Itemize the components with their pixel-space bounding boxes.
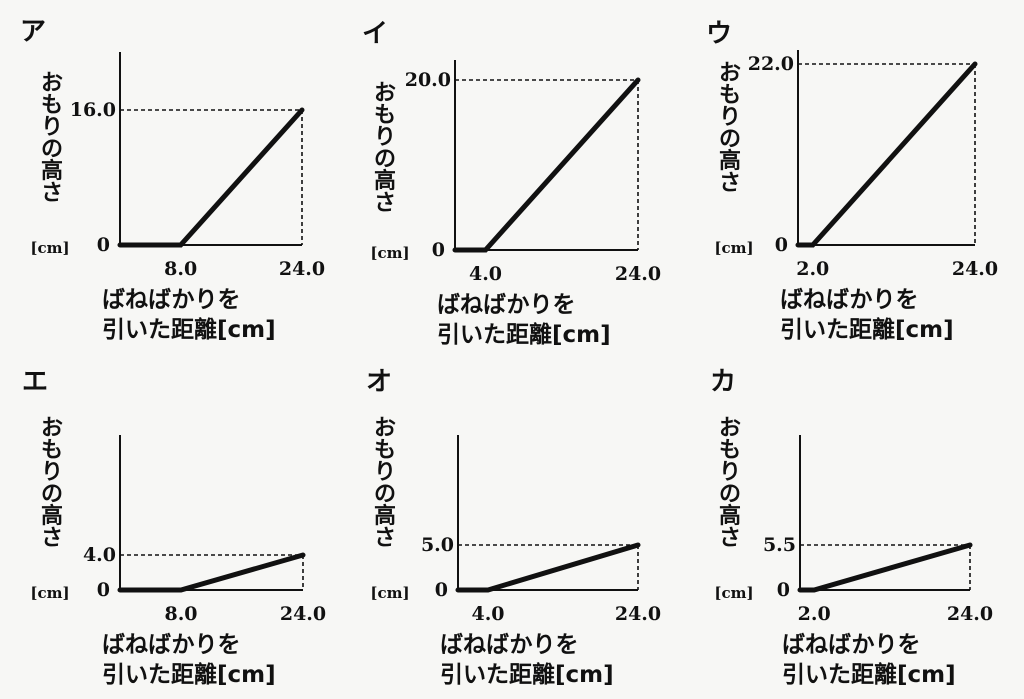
data-series-line <box>117 552 306 593</box>
x-axis-label-line1: ばねばかりを <box>102 287 240 313</box>
y-tick-label: 22.0 <box>748 53 794 75</box>
y-axis-label-char: お <box>41 71 63 96</box>
x-tick-label: 24.0 <box>279 258 325 280</box>
x-axis-label-line1: ばねばかりを <box>102 632 240 658</box>
data-series-line <box>795 61 978 248</box>
y-axis-unit: [cm] <box>714 239 753 257</box>
panel-label: ウ <box>706 19 732 49</box>
x-axis-label-line1: ばねばかりを <box>440 632 578 658</box>
y-axis-label-char: の <box>374 482 396 507</box>
y-tick-label: 5.5 <box>763 534 796 556</box>
x-axis-label-line1: ばねばかりを <box>782 632 920 658</box>
panel-label: カ <box>710 367 736 397</box>
y-axis-label-char: お <box>374 81 396 106</box>
y-axis-label-char: り <box>374 125 396 150</box>
y-axis-label-char: 高 <box>41 503 63 529</box>
origin-label: 0 <box>97 234 110 256</box>
x-tick-label: 8.0 <box>164 258 197 280</box>
y-tick-label: 4.0 <box>83 544 116 566</box>
y-axis-label-char: も <box>41 438 63 463</box>
y-axis-label-char: の <box>719 127 741 152</box>
y-axis-label-char: お <box>374 416 396 441</box>
x-axis-label-line1: ばねばかりを <box>437 292 575 318</box>
x-axis-label-line2: 引いた距離[cm] <box>102 316 276 343</box>
data-series-line <box>452 77 641 253</box>
y-axis-label-char: も <box>374 438 396 463</box>
y-axis-label-char: の <box>41 482 63 507</box>
x-axis-label-line2: 引いた距離[cm] <box>780 316 954 343</box>
x-tick-label: 8.0 <box>164 603 197 625</box>
y-tick-label: 16.0 <box>70 99 116 121</box>
panel-label: エ <box>22 367 48 397</box>
x-axis-label-line2: 引いた距離[cm] <box>437 321 611 348</box>
panel-label: イ <box>362 19 388 49</box>
y-tick-label: 5.0 <box>421 534 454 556</box>
x-axis-label-line2: 引いた距離[cm] <box>102 661 276 688</box>
y-axis-label-char: の <box>719 482 741 507</box>
y-axis-label-char: 高 <box>41 158 63 184</box>
panel-label: ア <box>20 17 46 47</box>
y-axis-label-char: り <box>719 105 741 130</box>
origin-label: 0 <box>775 234 788 256</box>
y-axis-unit: [cm] <box>30 584 69 602</box>
y-axis-label-char: り <box>719 460 741 485</box>
y-axis-unit: [cm] <box>30 239 69 257</box>
y-axis-label-char: さ <box>374 526 396 551</box>
data-series-line <box>117 107 305 248</box>
x-tick-label: 24.0 <box>952 258 998 280</box>
y-axis-label-char: さ <box>374 191 396 216</box>
y-axis-label-char: り <box>41 115 63 140</box>
y-axis-label-char: も <box>719 83 741 108</box>
y-axis-label-char: り <box>41 460 63 485</box>
x-axis-label-line2: 引いた距離[cm] <box>782 661 956 688</box>
y-axis-unit: [cm] <box>370 244 409 262</box>
y-axis-label-char: の <box>41 137 63 162</box>
y-axis-label-char: も <box>719 438 741 463</box>
x-tick-label: 4.0 <box>471 603 504 625</box>
x-tick-label: 2.0 <box>796 258 829 280</box>
y-axis-label-char: 高 <box>719 503 741 529</box>
x-tick-label: 2.0 <box>798 603 831 625</box>
x-tick-label: 24.0 <box>615 263 661 285</box>
y-axis-label-char: り <box>374 460 396 485</box>
y-axis-label-char: お <box>719 61 741 86</box>
y-tick-label: 20.0 <box>405 69 451 91</box>
panel-label: オ <box>366 367 392 397</box>
data-series-line <box>797 542 973 593</box>
y-axis-unit: [cm] <box>370 584 409 602</box>
origin-label: 0 <box>777 579 790 601</box>
origin-label: 0 <box>97 579 110 601</box>
y-axis-label-char: さ <box>41 181 63 206</box>
y-axis-label-char: の <box>374 147 396 172</box>
x-axis-label-line1: ばねばかりを <box>780 287 918 313</box>
y-axis-label-char: さ <box>719 526 741 551</box>
y-axis-label-char: お <box>41 416 63 441</box>
origin-label: 0 <box>432 239 445 261</box>
x-tick-label: 4.0 <box>469 263 502 285</box>
y-axis-label-char: も <box>374 103 396 128</box>
y-axis-label-char: 高 <box>719 148 741 174</box>
data-series-line <box>455 542 641 593</box>
y-axis-label-char: さ <box>41 526 63 551</box>
y-axis-label-char: お <box>719 416 741 441</box>
origin-label: 0 <box>435 579 448 601</box>
y-axis-label-char: も <box>41 93 63 118</box>
x-tick-label: 24.0 <box>615 603 661 625</box>
y-axis-label-char: さ <box>719 171 741 196</box>
y-axis-label-char: 高 <box>374 168 396 194</box>
x-tick-label: 24.0 <box>947 603 993 625</box>
y-axis-label-char: 高 <box>374 503 396 529</box>
x-tick-label: 24.0 <box>280 603 326 625</box>
y-axis-unit: [cm] <box>714 584 753 602</box>
x-axis-label-line2: 引いた距離[cm] <box>440 661 614 688</box>
